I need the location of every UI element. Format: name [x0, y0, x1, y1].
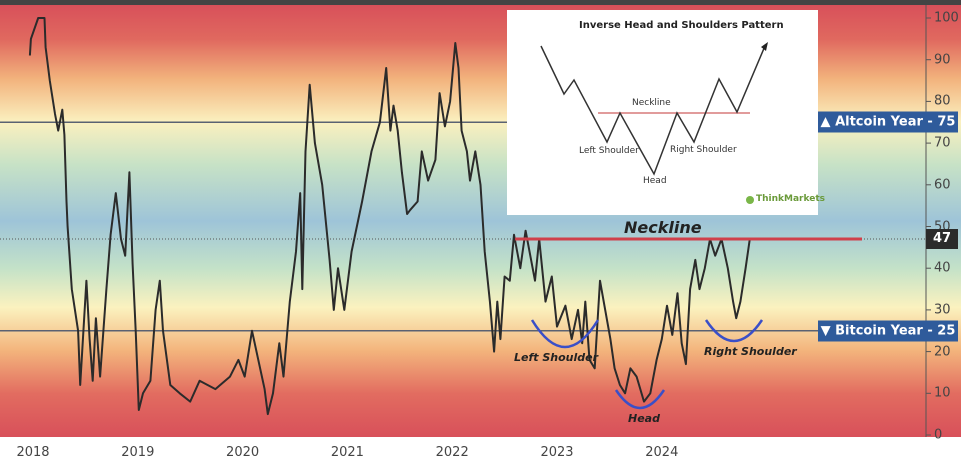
- right-shoulder-label: Right Shoulder: [704, 345, 797, 358]
- y-tick-label: 20: [934, 344, 951, 360]
- left-shoulder-arc: [530, 319, 600, 349]
- y-tick-label: 90: [934, 52, 951, 68]
- y-tick-label: 0: [934, 427, 943, 443]
- right-shoulder-arc: [704, 319, 764, 343]
- current-value-label: 47: [926, 229, 958, 249]
- series-line: [28, 17, 751, 416]
- y-tick-label: 30: [934, 302, 951, 318]
- bitcoin-year-label: ▼ Bitcoin Year - 25: [818, 320, 958, 342]
- altcoin-year-label: ▲ Altcoin Year - 75: [818, 111, 958, 133]
- x-tick-label: 2021: [330, 445, 364, 460]
- head-arc: [614, 389, 666, 410]
- y-tick-label: 10: [934, 385, 951, 401]
- top-bar: [0, 0, 961, 5]
- inset-brand: ThinkMarkets: [756, 194, 825, 204]
- y-tick-label: 40: [934, 260, 951, 276]
- neckline-label: Neckline: [624, 218, 702, 237]
- x-tick-label: 2019: [121, 445, 155, 460]
- inset-image: [507, 10, 818, 215]
- x-tick-label: 2020: [226, 445, 260, 460]
- head-label: Head: [628, 412, 660, 425]
- x-tick-label: 2022: [435, 445, 469, 460]
- y-tick-label: 80: [934, 93, 951, 109]
- thinkmarkets-logo-icon: [746, 196, 754, 204]
- x-tick-label: 2024: [645, 445, 679, 460]
- y-tick-label: 60: [934, 177, 951, 193]
- inset-arrow-icon: [761, 42, 768, 51]
- inset-neckline-label: Neckline: [632, 98, 671, 108]
- inset-title: Inverse Head and Shoulders Pattern: [579, 20, 784, 31]
- inset-left-shoulder-label: Left Shoulder: [579, 146, 639, 156]
- x-tick-label: 2018: [16, 445, 50, 460]
- y-tick-label: 100: [934, 10, 959, 26]
- inset-right-shoulder-label: Right Shoulder: [670, 145, 737, 155]
- inset-pattern-line: [540, 45, 766, 176]
- x-tick-label: 2023: [540, 445, 574, 460]
- y-tick-label: 70: [934, 135, 951, 151]
- left-shoulder-label: Left Shoulder: [514, 351, 599, 364]
- inset-head-label: Head: [643, 176, 667, 186]
